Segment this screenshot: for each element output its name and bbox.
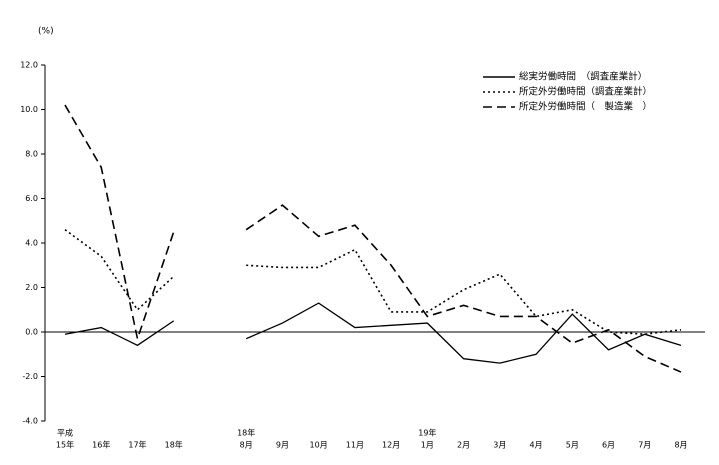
y-tick-label: 10.0 [20, 105, 38, 114]
y-tick-label: -2.0 [22, 372, 38, 381]
x-tick-label: 1月 [421, 441, 434, 450]
x-tick-label: 平成 [57, 428, 73, 438]
x-tick-label: 8月 [674, 441, 687, 450]
legend-label: 所定外労働時間（ 製造業 ） [519, 101, 652, 113]
x-tick-label: 8月 [240, 441, 253, 450]
x-tick-label: 5月 [566, 441, 579, 450]
x-tick-label: 18年 [165, 440, 183, 450]
legend-label: 所定外労働時間（調査産業計） [519, 86, 652, 98]
y-tick-label: 2.0 [25, 283, 38, 292]
x-tick-label: 4月 [530, 441, 543, 450]
y-tick-label: -4.0 [22, 417, 38, 426]
x-tick-label: 7月 [638, 441, 651, 450]
x-tick-label: 2月 [457, 441, 470, 450]
legend-label: 総実労働時間 （調査産業計） [519, 71, 647, 83]
y-tick-label: 8.0 [25, 150, 38, 159]
y-tick-label: 12.0 [20, 61, 38, 70]
x-tick-label: 3月 [493, 441, 506, 450]
y-unit: (%) [38, 27, 54, 37]
y-tick-label: 0.0 [25, 328, 38, 337]
x-tick-label: 12月 [382, 441, 400, 450]
x-tick-label: 19年 [418, 428, 436, 438]
x-tick-label: 6月 [602, 441, 615, 450]
x-tick-label: 9月 [276, 441, 289, 450]
x-tick-label: 11月 [346, 441, 364, 450]
series-line [64, 302, 682, 364]
x-tick-label: 15年 [56, 440, 74, 450]
x-tick-label: 18年 [237, 428, 255, 438]
series-line [64, 104, 682, 373]
y-tick-label: 6.0 [25, 194, 38, 203]
x-tick-label: 17年 [128, 440, 146, 450]
y-tick-label: 4.0 [25, 239, 38, 248]
x-tick-label: 10月 [310, 441, 328, 450]
x-tick-label: 16年 [92, 440, 110, 450]
